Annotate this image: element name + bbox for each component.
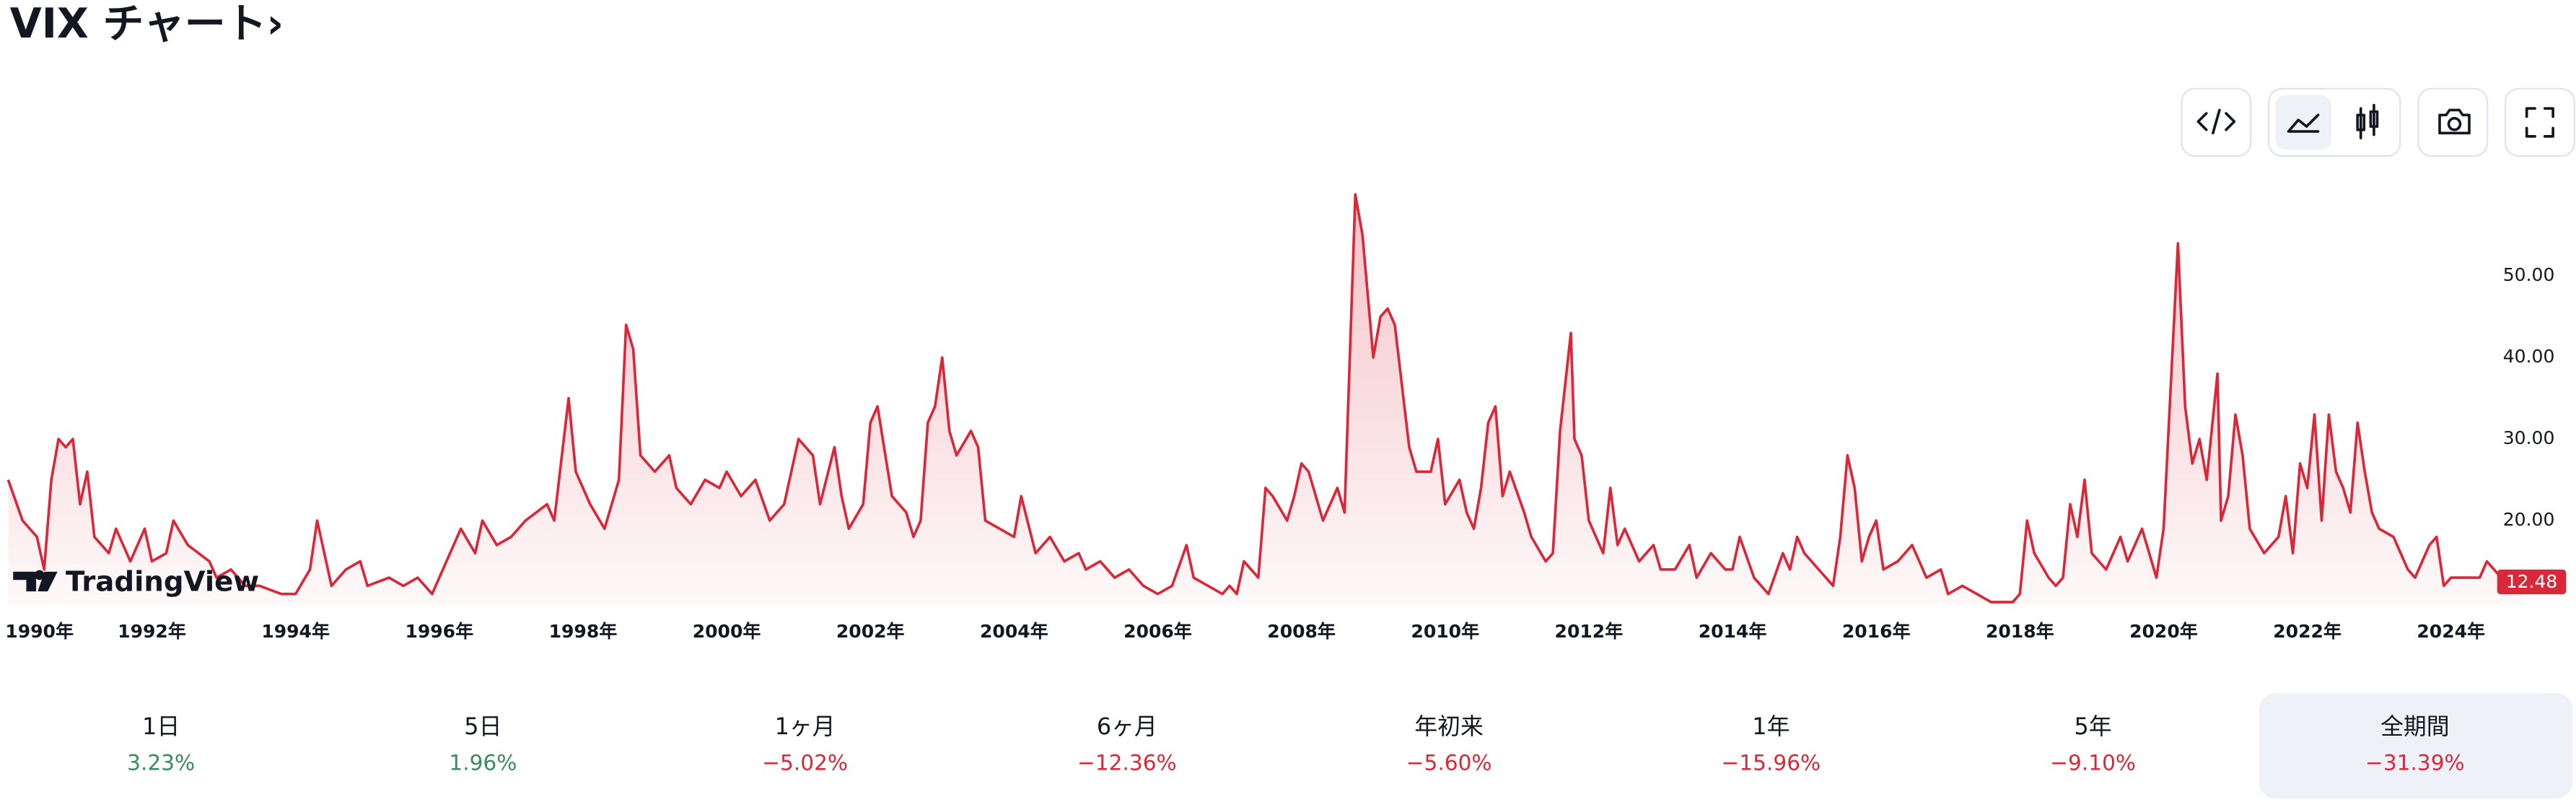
period-change: −12.36% <box>1077 751 1177 775</box>
x-tick-label: 2022年 <box>2273 621 2341 642</box>
y-tick-label: 30.00 <box>2503 427 2555 448</box>
camera-icon <box>2438 108 2471 135</box>
logo: TradingView <box>13 565 259 598</box>
period-label[interactable]: 年初来 <box>1414 713 1484 740</box>
y-tick-label: 50.00 <box>2503 264 2555 285</box>
x-tick-label: 2004年 <box>980 621 1048 642</box>
period-change: −9.10% <box>2050 751 2136 775</box>
x-tick-label: 2008年 <box>1267 621 1336 642</box>
embed-icon <box>2196 108 2236 135</box>
period-label[interactable]: 5年 <box>2075 713 2112 740</box>
camera-lens <box>2447 117 2462 131</box>
last-value-label: 12.48 <box>2506 571 2558 592</box>
x-tick-label: 2024年 <box>2417 621 2485 642</box>
period-label[interactable]: 全期間 <box>2380 713 2450 740</box>
x-tick-label: 2006年 <box>1123 621 1192 642</box>
area-fill <box>8 194 2523 605</box>
period-label[interactable]: 1ヶ月 <box>775 713 836 740</box>
period-change: −5.02% <box>762 751 848 775</box>
period-selected-bg <box>2259 693 2573 799</box>
logo-text: TradingView <box>66 565 259 598</box>
candle-button[interactable] <box>2339 95 2396 150</box>
y-tick-label: 40.00 <box>2503 346 2555 367</box>
period-change: 3.23% <box>127 751 195 775</box>
period-change: −15.96% <box>1722 751 1821 775</box>
price-line <box>6 193 2523 604</box>
x-tick-label: 2018年 <box>1986 621 2054 642</box>
period-label[interactable]: 1年 <box>1752 713 1789 740</box>
title[interactable]: VIX チャート› <box>10 0 284 48</box>
period-change: −31.39% <box>2365 751 2465 775</box>
x-tick-label: 2012年 <box>1555 621 1624 642</box>
x-tick-label: 2020年 <box>2129 621 2198 642</box>
x-tick-label: 2014年 <box>1699 621 1767 642</box>
period-change: −5.60% <box>1406 751 1492 775</box>
x-tick-label: 1990年 <box>5 621 74 642</box>
x-tick-label: 1994年 <box>261 621 330 642</box>
plot: 20.00 30.00 40.00 50.00 1990年 1992年 1994年 1996年… <box>5 193 2567 642</box>
x-tick-label: 2000年 <box>693 621 761 642</box>
area-icon <box>2287 113 2320 133</box>
fullscreen-icon <box>2525 107 2554 138</box>
y-tick-label: 20.00 <box>2503 509 2555 530</box>
period-label[interactable]: 5日 <box>464 713 501 740</box>
candle-icon <box>2356 103 2379 139</box>
x-tick-label: 1996年 <box>405 621 473 642</box>
period-label[interactable]: 6ヶ月 <box>1097 713 1157 740</box>
logo-mark <box>13 570 58 592</box>
period-change: 1.96% <box>449 751 517 775</box>
period-label[interactable]: 1日 <box>142 713 180 740</box>
x-tick-label: 1998年 <box>549 621 618 642</box>
last-value-box <box>2497 569 2567 595</box>
x-tick-label: 2002年 <box>836 621 905 642</box>
x-tick-label: 1992年 <box>118 621 186 642</box>
fullscreen-button[interactable] <box>2504 87 2575 157</box>
period-bar: 1日 3.23% 5日 1.96% 1ヶ月 −5.02% 6ヶ月 −12.36% 年初来 −5.6… <box>127 693 2573 799</box>
snapshot-button[interactable] <box>2417 87 2489 157</box>
x-tick-label: 2016年 <box>1842 621 1911 642</box>
x-tick-label: 2010年 <box>1411 621 1479 642</box>
toolbar <box>2181 87 2575 157</box>
